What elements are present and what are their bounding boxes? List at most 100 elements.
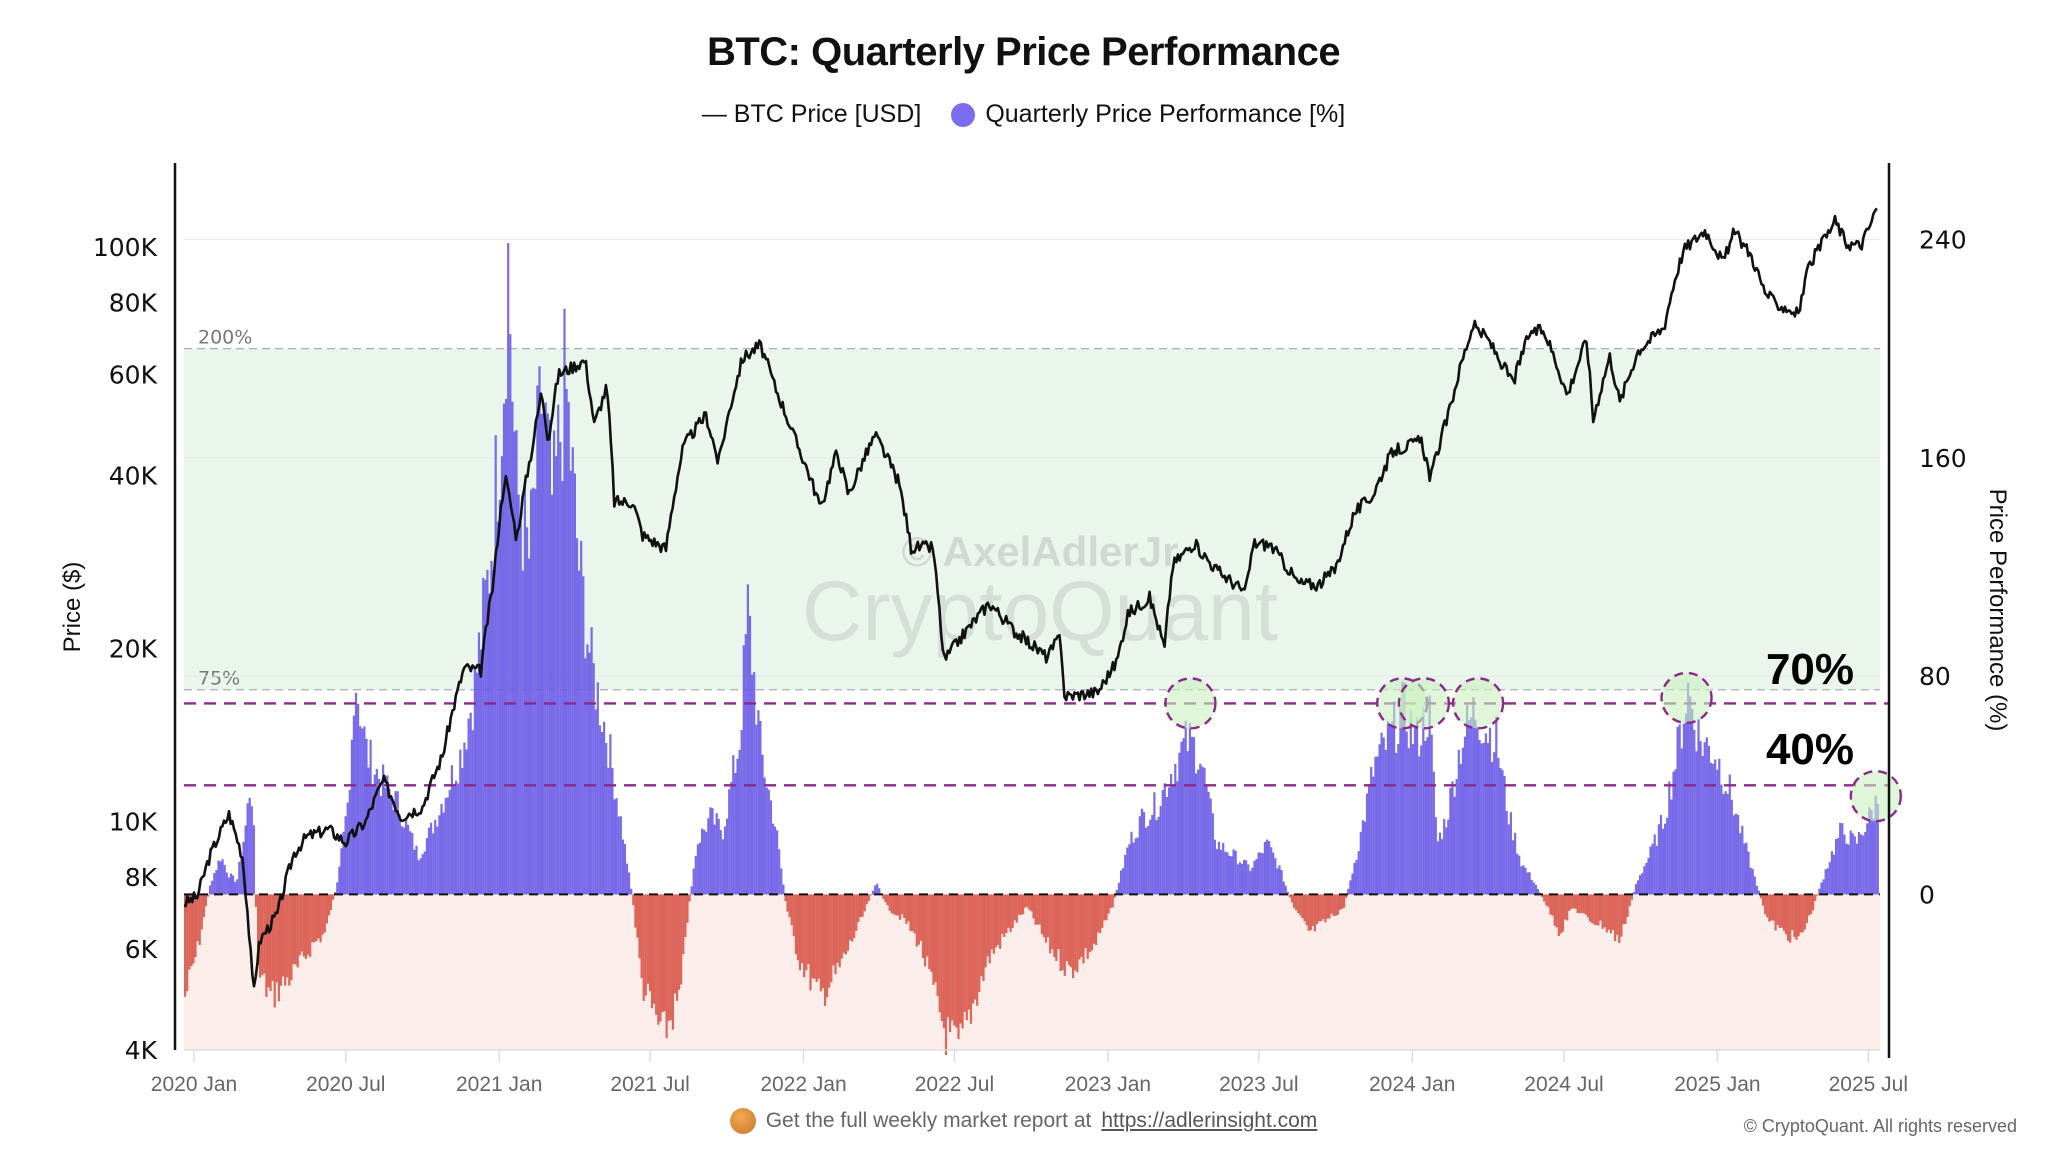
performance-bar — [1017, 894, 1020, 915]
performance-bar — [1195, 773, 1198, 895]
left-tick-label: 100K — [93, 233, 158, 262]
performance-bar — [1355, 859, 1358, 895]
performance-bar — [567, 402, 570, 895]
performance-bar — [1180, 741, 1183, 895]
performance-bar — [748, 615, 752, 895]
performance-bar — [273, 894, 276, 1008]
performance-bar — [1841, 823, 1844, 895]
band-label-bottom: 75% — [198, 668, 240, 690]
performance-bar — [1157, 816, 1160, 895]
performance-bar — [457, 783, 460, 895]
performance-bar — [1409, 710, 1412, 895]
performance-bar — [1632, 892, 1635, 895]
performance-bar — [204, 894, 207, 907]
performance-bar — [1268, 841, 1271, 895]
performance-bar — [1580, 894, 1583, 913]
performance-bar — [1699, 741, 1702, 895]
performance-bar — [1063, 894, 1066, 976]
footer-promo-link[interactable]: https://adlerinsight.com — [1101, 1109, 1318, 1132]
performance-bar — [890, 894, 893, 914]
performance-bar — [1495, 716, 1498, 895]
performance-bar — [1203, 767, 1206, 895]
performance-bar — [1136, 837, 1139, 895]
performance-bar — [1393, 701, 1396, 895]
performance-bar — [594, 709, 597, 895]
performance-bar — [886, 894, 889, 906]
performance-bar — [949, 894, 952, 1033]
performance-bar — [673, 894, 677, 994]
performance-bar — [632, 894, 635, 906]
performance-bar — [254, 894, 258, 907]
performance-bar — [1186, 751, 1189, 895]
performance-bar — [709, 807, 712, 895]
copyright: © CryptoQuant. All rights reserved — [1743, 1116, 2017, 1136]
performance-bar — [1301, 894, 1304, 919]
performance-bar — [1284, 885, 1287, 895]
performance-bar — [1095, 894, 1098, 946]
performance-bar — [1328, 894, 1331, 919]
performance-bar — [997, 894, 1000, 945]
performance-bar — [617, 816, 620, 895]
legend-item-btc-price[interactable]: — BTC Price [USD] — [702, 100, 921, 129]
performance-bar — [482, 577, 485, 895]
performance-bar — [730, 782, 733, 895]
performance-bar — [1340, 894, 1344, 909]
performance-bar — [521, 570, 524, 895]
performance-bar — [373, 774, 376, 895]
performance-bar — [655, 894, 658, 1015]
performance-bar — [269, 894, 272, 991]
performance-bar — [1441, 839, 1444, 895]
watermark: © AxelAdlerJr CryptoQuant — [802, 528, 1278, 658]
performance-bar — [1368, 784, 1371, 895]
performance-bar — [1011, 894, 1014, 928]
performance-bar — [1047, 894, 1050, 938]
performance-bar — [1712, 763, 1715, 895]
performance-bar — [217, 860, 220, 895]
performance-bar — [561, 481, 564, 895]
performance-bar — [396, 791, 399, 895]
performance-bar — [1032, 894, 1035, 919]
performance-bar — [225, 872, 228, 895]
performance-bar — [1084, 894, 1087, 949]
performance-bar — [1609, 894, 1612, 934]
performance-bar — [196, 894, 199, 942]
performance-bar — [1524, 867, 1527, 895]
performance-bar — [1351, 873, 1354, 895]
performance-bar — [1657, 824, 1660, 895]
performance-bar — [1030, 894, 1033, 912]
performance-bar — [1745, 842, 1748, 895]
performance-bar — [1182, 738, 1185, 895]
legend-label-btc-price: — BTC Price [USD] — [701, 100, 922, 128]
performance-bar — [769, 800, 772, 895]
performance-bar — [1862, 835, 1865, 895]
performance-bar — [1147, 825, 1150, 895]
performance-bar — [1080, 894, 1083, 957]
performance-bar — [492, 570, 495, 895]
performance-bar — [1238, 862, 1241, 895]
performance-bar — [1019, 894, 1023, 915]
performance-bar — [546, 413, 549, 895]
performance-bar — [1807, 894, 1811, 916]
performance-bar — [240, 857, 243, 895]
performance-bar — [1128, 844, 1131, 895]
performance-bar — [1734, 813, 1738, 895]
performance-bar — [896, 894, 900, 916]
performance-bar — [1718, 758, 1721, 895]
performance-bar — [359, 726, 362, 895]
performance-bar — [801, 894, 804, 964]
performance-bar — [271, 894, 274, 981]
performance-bar — [703, 829, 706, 895]
performance-bar — [1230, 856, 1233, 895]
performance-bar — [1484, 733, 1487, 895]
performance-bar — [250, 806, 253, 895]
performance-bar — [761, 754, 764, 895]
performance-bar — [1626, 894, 1629, 917]
performance-bar — [363, 726, 366, 895]
performance-bar — [192, 894, 195, 964]
performance-bar — [1451, 781, 1454, 895]
performance-bar — [1418, 756, 1421, 895]
performance-bar — [676, 894, 679, 1001]
performance-bar — [851, 894, 854, 942]
legend-item-performance[interactable]: Quarterly Price Performance [%] — [951, 100, 1345, 129]
